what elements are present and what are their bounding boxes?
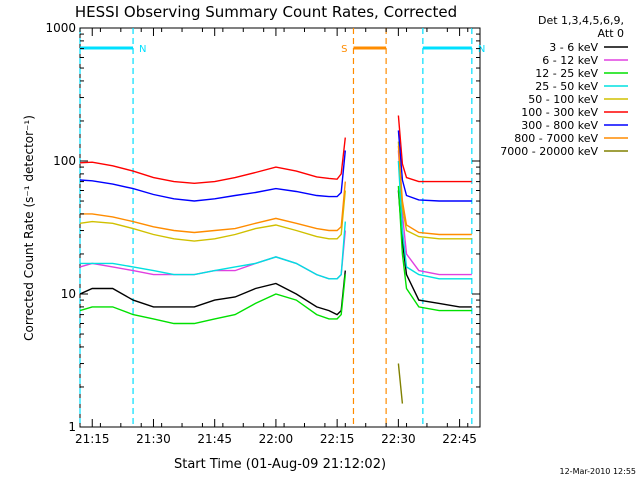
series-line [79,270,346,316]
series-line [79,137,346,185]
chart-title: HESSI Observing Summary Count Rates, Cor… [75,3,457,21]
series-line [397,190,472,308]
y-tick-label: 1 [68,420,76,434]
series-line [397,150,472,276]
x-axis-label: Start Time (01-Aug-09 21:12:02) [174,457,386,472]
series-line [397,141,472,240]
plot-frame [79,27,481,428]
legend-entry-label: 25 - 50 keV [535,80,598,93]
series-line [79,150,346,202]
legend-entry-label: 300 - 800 keV [521,119,598,132]
legend-entry-label: 6 - 12 keV [542,54,598,67]
x-tick-label: 22:45 [442,432,477,446]
legend-entry-label: 7000 - 20000 keV [500,145,598,158]
series-line [397,115,472,183]
legend-entry-label: 800 - 7000 keV [514,132,598,145]
legend-entry-label: 12 - 25 keV [535,67,598,80]
series-line [79,190,346,242]
x-tick-label: 22:30 [381,432,416,446]
legend-header: Det 1,3,4,5,6,9, [538,14,624,27]
x-tick-label: 21:15 [75,432,110,446]
legend-entry-label: 100 - 300 keV [521,106,598,119]
x-tick-label: 22:15 [320,432,355,446]
series-line [397,363,404,404]
plot-area-border [79,27,481,428]
y-axis-label: Corrected Count Rate (s⁻¹ detector⁻¹) [22,115,36,341]
legend-header: Att 0 [598,27,624,40]
annotation-label: N [478,44,485,55]
series-line [79,274,346,325]
y-tick-label: 10 [61,287,76,301]
x-tick-label: 22:00 [259,432,294,446]
series-line [80,221,346,280]
legend-entry-label: 50 - 100 keV [528,93,598,106]
x-tick-label: 21:45 [197,432,232,446]
x-tick-label: 21:30 [136,432,171,446]
y-tick-label: 100 [53,154,76,168]
series-lines [79,115,472,404]
y-tick-label: 1000 [45,21,76,35]
annotation-label: S [341,44,347,55]
legend-entry-label: 3 - 6 keV [549,41,598,54]
annotations: N NS [79,28,485,427]
series-line [80,181,346,234]
series-line [397,185,472,312]
series-line [397,160,472,280]
series-line [397,130,472,202]
footer-timestamp: 12-Mar-2010 12:55 [560,467,637,476]
series-line [397,145,472,236]
ticks: 1 10 100 1000 21:15 21:30 21:45 22:00 22:15 22:30… [45,21,480,446]
annotation-label: N [139,44,146,55]
